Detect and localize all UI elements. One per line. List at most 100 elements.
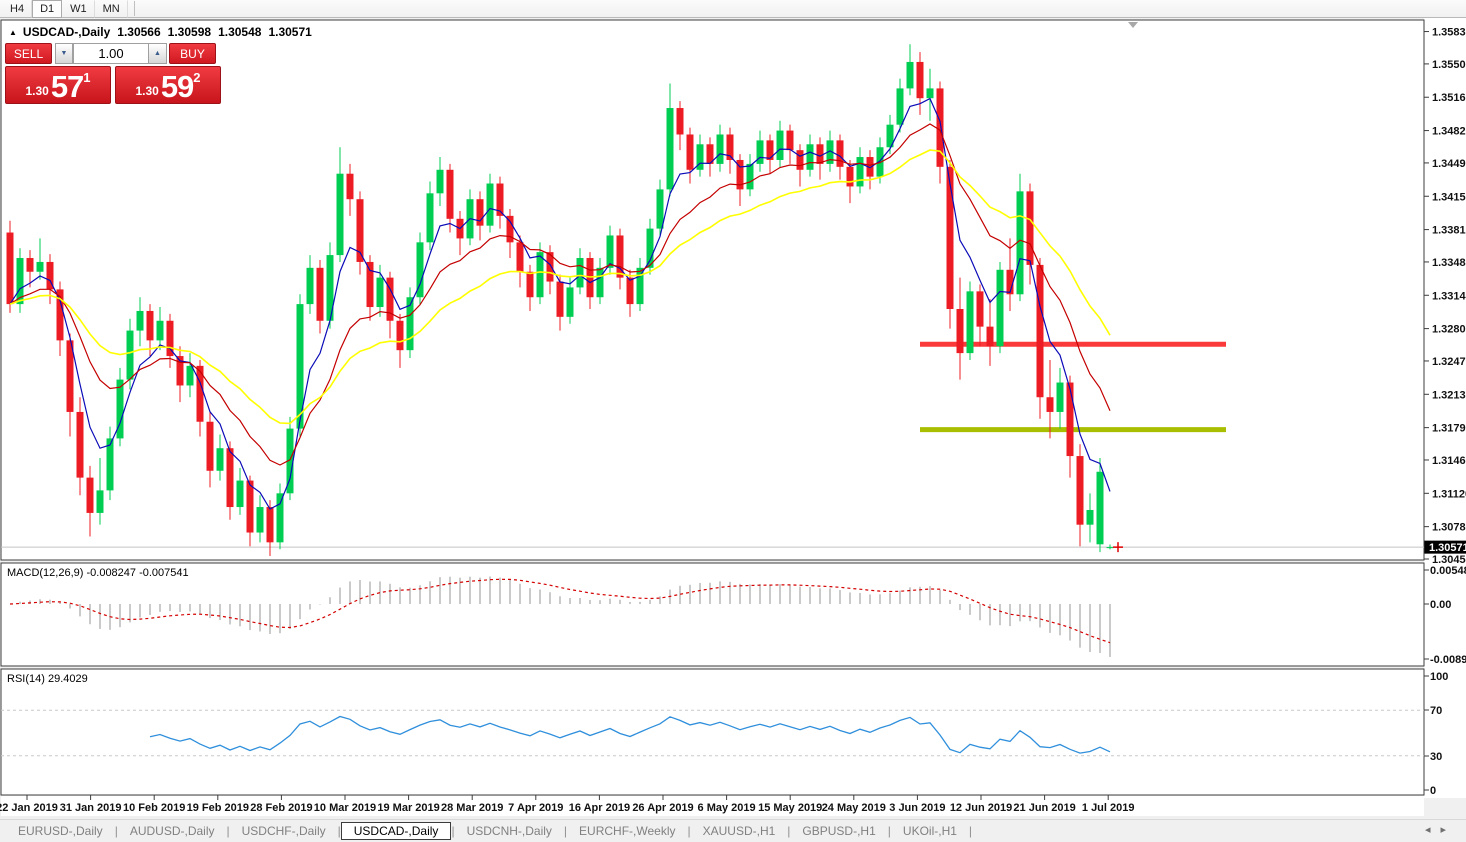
- candle: [506, 215, 514, 243]
- tab-separator: |: [968, 824, 973, 838]
- price-axis-label: 1.30450: [1432, 554, 1466, 566]
- tab-usdcnh-daily[interactable]: USDCNH-,Daily: [466, 824, 552, 838]
- volume-decrease-button[interactable]: ▼: [55, 43, 73, 64]
- candle: [526, 271, 534, 298]
- candle: [966, 291, 974, 354]
- candle: [306, 267, 314, 305]
- main-pane: [0, 19, 1425, 561]
- candle: [96, 490, 104, 513]
- candle: [46, 261, 54, 290]
- tab-audusd-daily[interactable]: AUDUSD-,Daily: [129, 824, 215, 838]
- tab-separator: |: [887, 824, 891, 838]
- price-axis-label: 1.31460: [1432, 455, 1466, 467]
- timeframe-button-d1[interactable]: D1: [32, 0, 63, 18]
- tab-usdcad-daily[interactable]: USDCAD-,Daily: [340, 822, 452, 840]
- candle: [816, 144, 824, 164]
- candle: [516, 242, 524, 272]
- tab-scroll-right-icon[interactable]: ▸: [1440, 824, 1456, 836]
- candle: [666, 108, 674, 190]
- candle: [606, 235, 614, 268]
- buy-price-display[interactable]: 1.30 59 2: [115, 66, 221, 104]
- tab-eurchf-weekly[interactable]: EURCHF-,Weekly: [579, 824, 676, 838]
- tab-separator: |: [114, 824, 118, 838]
- candle: [806, 144, 814, 170]
- chart-shift-marker-icon[interactable]: [1128, 22, 1138, 28]
- candle: [316, 267, 324, 321]
- volume-input[interactable]: 1.00: [73, 43, 149, 64]
- date-axis-label: 3 Jun 2019: [889, 802, 945, 814]
- timeframe-button-mn[interactable]: MN: [95, 0, 128, 18]
- candle: [536, 252, 544, 298]
- candle: [766, 140, 774, 160]
- date-axis-label: 10 Feb 2019: [123, 802, 185, 814]
- tab-eurusd-daily[interactable]: EURUSD-,Daily: [18, 824, 103, 838]
- price-axis-label: 1.33810: [1432, 225, 1466, 237]
- tab-scroll-left-icon[interactable]: ◂: [1424, 824, 1441, 836]
- candle: [6, 232, 14, 305]
- price-axis-gutter: [1424, 18, 1466, 798]
- timeframe-button-w1[interactable]: W1: [62, 0, 95, 18]
- candle: [556, 281, 564, 317]
- candle: [276, 493, 284, 543]
- candle: [886, 124, 894, 148]
- candle: [576, 258, 584, 288]
- candle: [376, 277, 384, 308]
- candle: [56, 289, 64, 341]
- candle: [826, 140, 834, 164]
- macd-axis-label: 0.00: [1430, 599, 1451, 611]
- candle: [636, 267, 644, 305]
- ma-medium-line: [9, 123, 1111, 466]
- tab-separator: |: [226, 824, 230, 838]
- date-axis-label: 16 Apr 2019: [569, 802, 630, 814]
- candle: [796, 150, 804, 170]
- sell-price-display[interactable]: 1.30 57 1: [5, 66, 111, 104]
- candle: [146, 310, 154, 341]
- candle: [296, 304, 304, 429]
- tab-scroll-buttons: ◂▸: [1425, 823, 1456, 836]
- toolbar-divider: [133, 1, 135, 16]
- price-axis-label: 1.31120: [1432, 488, 1466, 500]
- rsi-name: RSI(14): [7, 673, 45, 685]
- collapse-triangle-icon[interactable]: ▲: [9, 28, 17, 37]
- chart-tab-bar: EURUSD-,Daily | AUDUSD-,Daily | USDCHF-,Dail…: [0, 819, 1466, 842]
- candle: [126, 330, 134, 380]
- buy-button[interactable]: BUY: [169, 43, 216, 64]
- candle: [236, 480, 244, 508]
- timeframe-button-h4[interactable]: H4: [2, 0, 33, 18]
- chart-symbol-label: USDCAD-,Daily: [22, 25, 111, 39]
- candle: [476, 199, 484, 226]
- candle: [936, 88, 944, 167]
- candle: [946, 166, 954, 309]
- candle: [1076, 456, 1084, 525]
- date-axis-strip: [1, 796, 1424, 816]
- candle: [866, 157, 874, 177]
- tab-ukoil-h1[interactable]: UKOil-,H1: [902, 824, 957, 838]
- candle: [426, 193, 434, 243]
- price-axis-label: 1.35830: [1432, 27, 1466, 39]
- candle: [626, 277, 634, 305]
- price-axis-label: 1.35500: [1432, 59, 1466, 71]
- tab-xauusd-h1[interactable]: XAUUSD-,H1: [702, 824, 776, 838]
- tab-gbpusd-h1[interactable]: GBPUSD-,H1: [802, 824, 876, 838]
- candle: [26, 258, 34, 272]
- candle: [286, 428, 294, 494]
- rsi-pane: [0, 668, 1425, 796]
- rsi-value: 29.4029: [47, 673, 88, 685]
- tab-usdchf-daily[interactable]: USDCHF-,Daily: [241, 824, 326, 838]
- candle: [756, 140, 764, 164]
- ohlc-high: 1.30598: [167, 25, 212, 39]
- candle: [486, 183, 494, 226]
- sell-price-big-digits: 57: [50, 69, 84, 104]
- candle: [836, 140, 844, 167]
- candle: [706, 144, 714, 164]
- candle: [1016, 191, 1024, 295]
- ohlc-low: 1.30548: [218, 25, 262, 39]
- chart-canvas[interactable]: 1.35830 1.35500 1.35160 1.34820 1.34490 1.341…: [0, 18, 1466, 818]
- macd-signal-line: [9, 578, 1111, 644]
- sell-button[interactable]: SELL: [5, 43, 52, 64]
- tab-separator: |: [787, 824, 791, 838]
- volume-increase-button[interactable]: ▲: [149, 43, 167, 64]
- candle: [746, 163, 754, 190]
- macd-axis-label: -0.0089: [1430, 654, 1466, 666]
- price-axis-label: 1.32800: [1432, 324, 1466, 336]
